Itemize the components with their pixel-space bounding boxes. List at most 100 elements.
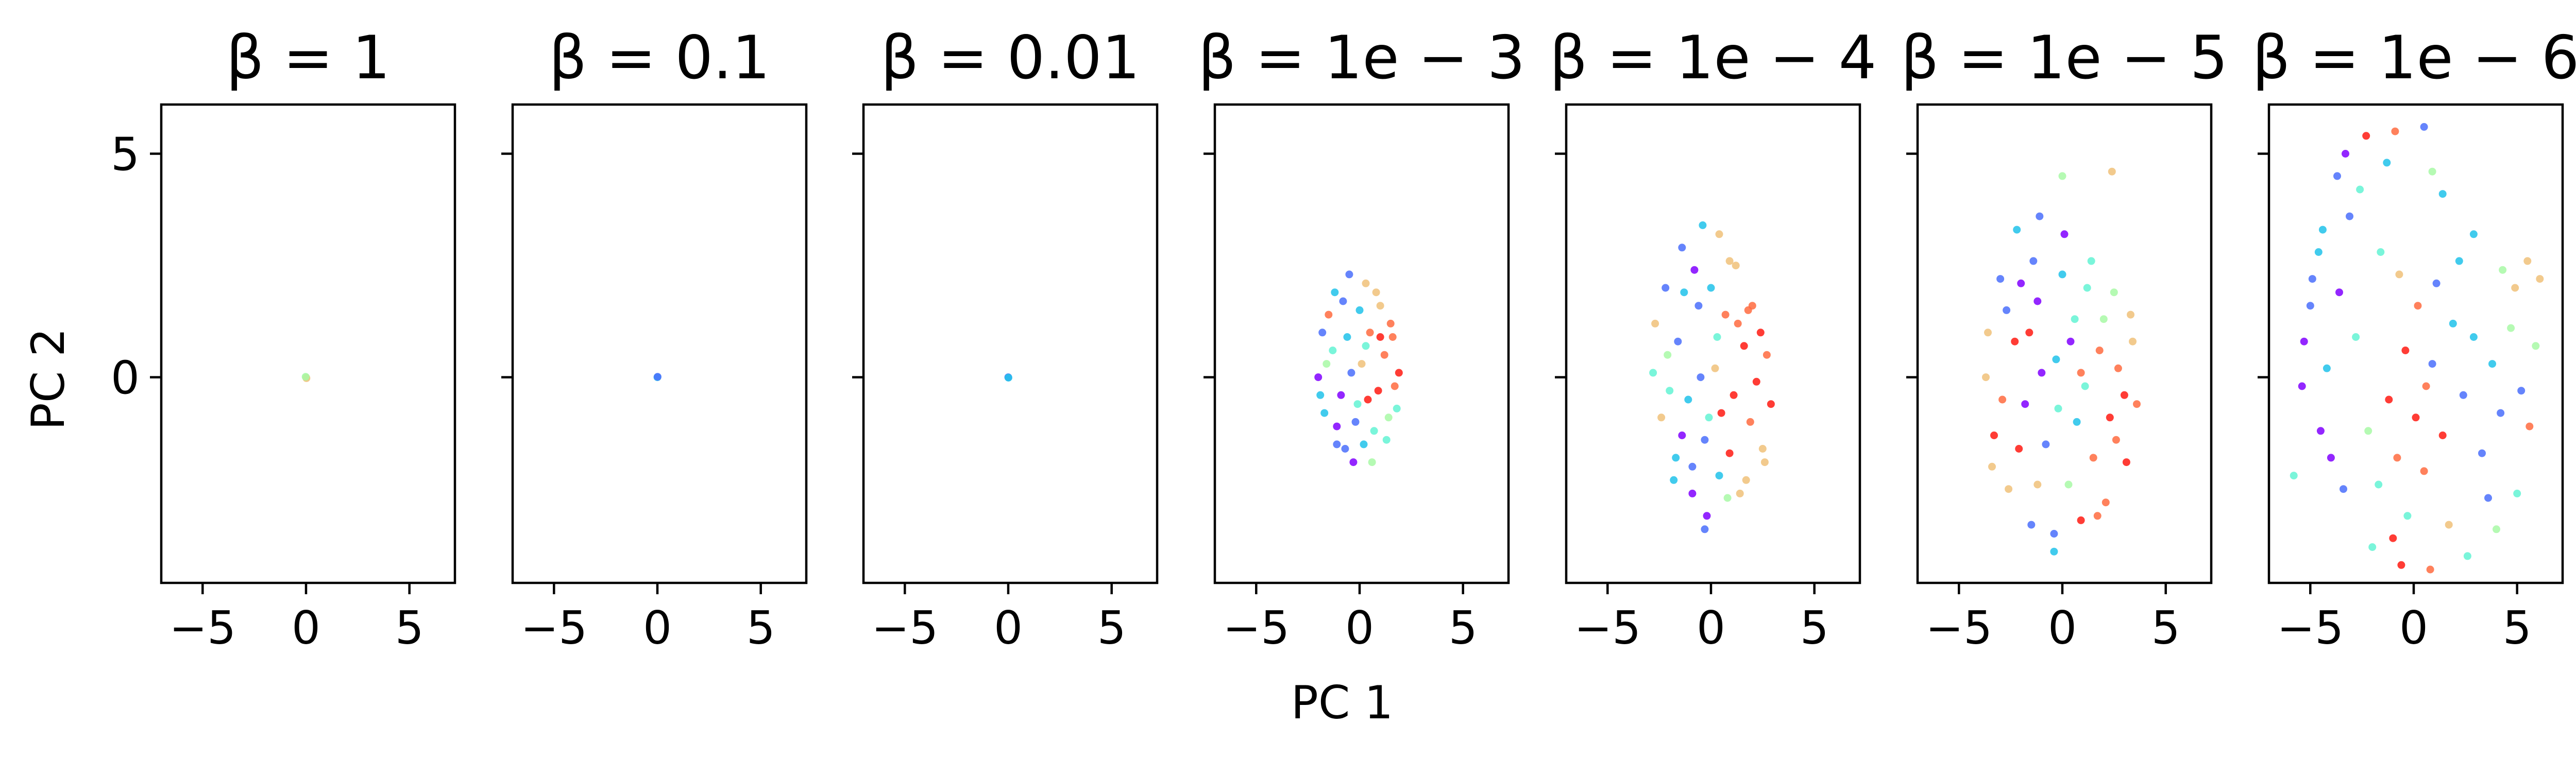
- scatter-point: [1684, 395, 1692, 404]
- scatter-point: [1355, 306, 1364, 314]
- scatter-point: [2484, 494, 2492, 502]
- scatter-point: [2033, 480, 2042, 489]
- scatter-point: [2449, 319, 2457, 327]
- scatter-point: [2393, 454, 2401, 462]
- scatter-point: [1996, 275, 2005, 283]
- scatter-point: [2077, 516, 2085, 524]
- scatter-point: [2066, 337, 2075, 346]
- scatter-point: [2013, 226, 2021, 234]
- scatter-point: [1320, 409, 1329, 417]
- panel-3: β = 0.01 −5 0 5: [852, 23, 1159, 654]
- scatter-point: [1343, 333, 1351, 341]
- x-tick-label: 5: [1449, 601, 1478, 654]
- scatter-point: [1333, 440, 1341, 449]
- scatter-point: [2025, 329, 2033, 337]
- scatter-point: [2081, 382, 2089, 390]
- scatter-point: [1391, 382, 1399, 390]
- scatter-point: [2003, 306, 2011, 314]
- scatter-points: [1314, 270, 1403, 467]
- scatter-point: [1680, 288, 1688, 297]
- scatter-point: [1370, 427, 1378, 435]
- scatter-point: [2033, 297, 2042, 305]
- scatter-point: [2050, 530, 2058, 538]
- scatter-point: [2499, 266, 2507, 274]
- scatter-point: [2346, 212, 2353, 220]
- scatter-point: [1701, 436, 1709, 444]
- scatter-point: [2368, 543, 2377, 551]
- scatter-point: [1767, 400, 1775, 408]
- scatter-points: [1649, 221, 1775, 533]
- scatter-point: [1364, 395, 1372, 404]
- scatter-point: [2038, 369, 2046, 377]
- scatter-point: [2385, 395, 2393, 404]
- scatter-point: [1756, 329, 1765, 337]
- x-tick-label: 0: [994, 601, 1023, 654]
- scatter-point: [1380, 351, 1388, 359]
- scatter-point: [2102, 498, 2110, 507]
- scatter-point: [2420, 467, 2428, 475]
- scatter-point: [1004, 374, 1012, 382]
- scatter-point: [1351, 418, 1360, 426]
- x-tick-label: −5: [1925, 601, 1992, 654]
- panel-title: β = 1e − 5: [1901, 23, 2228, 93]
- scatter-point: [2021, 400, 2029, 408]
- scatter-point: [2428, 167, 2436, 176]
- scatter-point: [2083, 284, 2091, 292]
- scatter-point: [1341, 445, 1349, 453]
- scatter-point: [1670, 476, 1678, 484]
- scatter-point: [2129, 337, 2137, 346]
- scatter-point: [1376, 302, 1384, 310]
- scatter-point: [2300, 337, 2308, 346]
- scatter-point: [1746, 418, 1754, 426]
- scatter-point: [1331, 288, 1339, 297]
- scatter-point: [2445, 521, 2453, 529]
- scatter-point: [2298, 382, 2306, 390]
- scatter-point: [2459, 391, 2467, 399]
- scatter-point: [2352, 333, 2360, 341]
- scatter-point: [1730, 391, 1738, 399]
- scatter-point: [301, 373, 310, 381]
- scatter-point: [2438, 432, 2447, 439]
- scatter-point: [2314, 248, 2323, 256]
- scatter-point: [1382, 436, 1391, 444]
- scatter-point: [2323, 364, 2331, 372]
- scatter-point: [2469, 333, 2478, 341]
- scatter-points: [1004, 373, 1012, 382]
- scatter-point: [2054, 404, 2062, 412]
- scatter-point: [2042, 440, 2050, 449]
- scatter-point: [2052, 355, 2060, 364]
- scatter-point: [2401, 347, 2410, 354]
- scatter-point: [1372, 288, 1380, 297]
- x-tick-label: −5: [2277, 601, 2344, 654]
- x-tick-label: 0: [1697, 601, 1725, 654]
- scatter-point: [2335, 288, 2343, 297]
- plot-frame: [1916, 103, 2213, 584]
- panel-title: β = 1e − 4: [1550, 23, 1877, 93]
- scatter-point: [1366, 329, 1374, 337]
- scatter-point: [2108, 167, 2116, 176]
- scatter-point: [2422, 382, 2430, 390]
- scatter-point: [1744, 306, 1752, 314]
- y-tick-label: 5: [111, 128, 140, 181]
- scatter-points: [301, 373, 311, 382]
- scatter-point: [1725, 257, 1734, 265]
- scatter-point: [2426, 565, 2434, 574]
- scatter-point: [1333, 422, 1341, 430]
- scatter-point: [1316, 391, 1325, 399]
- plot-frame: [1213, 103, 1510, 584]
- scatter-point: [2073, 418, 2081, 426]
- scatter-point: [2536, 275, 2544, 283]
- scatter-point: [2532, 342, 2540, 350]
- scatter-point: [2110, 288, 2118, 297]
- scatter-point: [2420, 123, 2428, 131]
- scatter-point: [1318, 329, 1327, 337]
- scatter-point: [2356, 185, 2364, 194]
- scatter-point: [1666, 387, 1674, 395]
- scatter-point: [1740, 342, 1748, 350]
- scatter-point: [2095, 347, 2104, 354]
- panel-6: β = 1e − 5 −5 0 5: [1901, 23, 2228, 654]
- scatter-point: [1662, 284, 1670, 292]
- x-tick-label: −5: [1574, 601, 1641, 654]
- scatter-point: [2029, 257, 2038, 265]
- scatter-point: [1694, 302, 1703, 310]
